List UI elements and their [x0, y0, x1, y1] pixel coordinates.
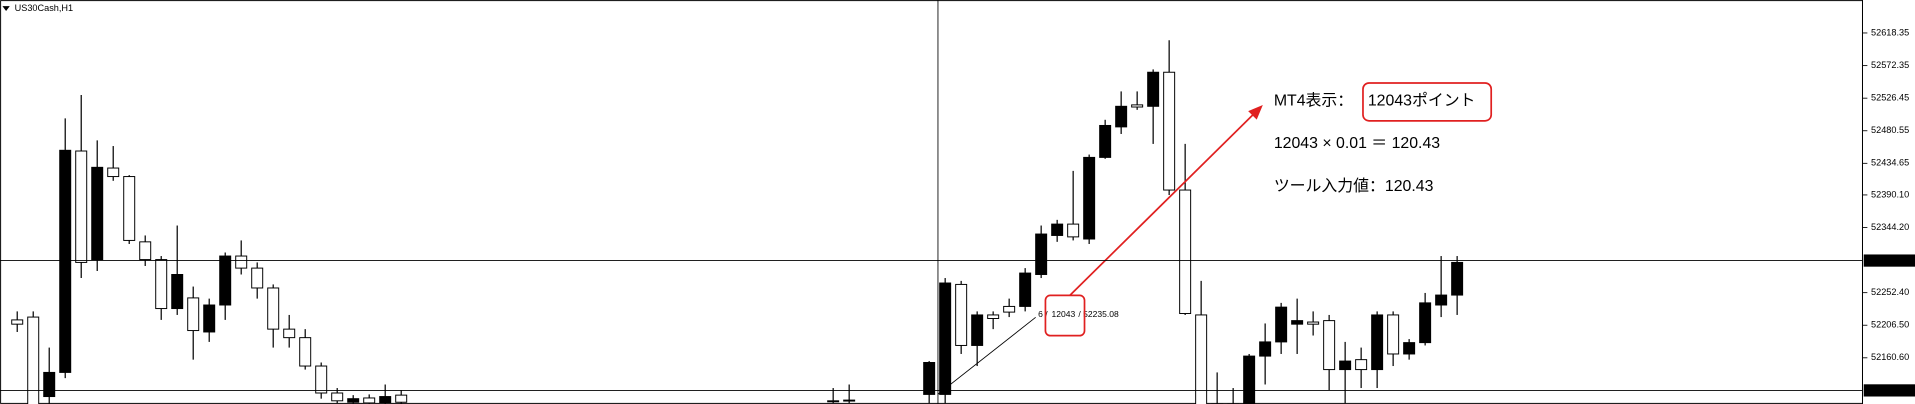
candle-body [251, 267, 264, 289]
candle-body [843, 399, 856, 402]
callout-text: ツール入力値：120.43 [1274, 177, 1434, 195]
candle-body [939, 282, 952, 395]
candle-body [1323, 320, 1336, 371]
candle-body [107, 167, 120, 178]
candle-body [1035, 233, 1048, 275]
candle-body [1259, 341, 1272, 357]
candle-body [1067, 223, 1080, 238]
chart-title: US30Cash,H1 [15, 3, 73, 13]
measure-label: 12043 [1052, 309, 1076, 319]
arrow-line [1069, 111, 1257, 296]
callout-text: 12043ポイント [1368, 91, 1476, 109]
y-tick-label: 52434.65 [1871, 158, 1909, 168]
callout-text: MT4表示： [1274, 91, 1353, 109]
candle-body [315, 365, 328, 394]
candle-body [299, 337, 312, 367]
plot-frame [0, 0, 1863, 404]
candle-body [1019, 272, 1032, 307]
candle-body [1083, 156, 1096, 240]
candle-body [1387, 314, 1400, 355]
candle-body [1243, 355, 1256, 404]
candle-body [1115, 105, 1128, 128]
price-label-box [1863, 384, 1915, 397]
candle-body [219, 255, 232, 306]
candle-body [75, 150, 88, 263]
candle-body [1195, 314, 1208, 404]
price-label-box [1863, 254, 1915, 267]
candle-body [203, 304, 216, 333]
candle-body [1435, 294, 1448, 306]
price-label: 52297.62 [1867, 255, 1905, 265]
candle-body [1163, 71, 1176, 191]
candle-body [123, 176, 136, 241]
y-tick-label: 52480.55 [1871, 125, 1909, 135]
candle-body [187, 297, 200, 332]
measure-label: / 52235.08 [1078, 309, 1119, 319]
arrow-head [1248, 104, 1263, 120]
candle-body [1419, 302, 1432, 344]
candle-body [283, 328, 296, 339]
candle-body [1131, 104, 1144, 108]
callout-text: 12043 × 0.01 ＝ 120.43 [1274, 135, 1440, 152]
menu-arrow [2, 6, 10, 11]
candles [11, 40, 1464, 404]
candle-body [379, 396, 392, 404]
candle-body [1307, 321, 1320, 325]
y-tick-label: 52526.45 [1871, 93, 1909, 103]
candle-body [347, 398, 360, 403]
candle-body [1339, 360, 1352, 371]
candle-body [923, 361, 936, 395]
candle-body [267, 287, 280, 330]
candle-body [59, 149, 72, 373]
y-tick-label: 52390.10 [1871, 189, 1909, 199]
candle-body [363, 397, 376, 404]
candle-body [1371, 314, 1384, 371]
y-tick-label: 52344.20 [1871, 222, 1909, 232]
candle-body [395, 394, 408, 403]
candle-body [987, 314, 1000, 319]
y-tick-label: 52160.60 [1871, 352, 1909, 362]
y-tick-label: 52206.50 [1871, 320, 1909, 330]
candle-body [1099, 124, 1112, 158]
candle-body [971, 314, 984, 346]
candle-body [827, 400, 840, 403]
candle-body [1003, 305, 1016, 313]
candle-body [1355, 359, 1368, 371]
candle-body [1051, 223, 1064, 236]
candle-body [1147, 71, 1160, 107]
candle-body [155, 259, 168, 310]
measure-label: 6 / [1038, 309, 1048, 319]
candle-body [955, 283, 968, 346]
candle-body [43, 371, 56, 398]
candle-body [171, 274, 184, 310]
candle-body [1275, 306, 1288, 343]
candle-body [235, 255, 248, 269]
candle-body [11, 319, 24, 325]
highlight-box [1044, 294, 1086, 337]
candle-body [91, 166, 104, 261]
y-tick-label: 52572.35 [1871, 60, 1909, 70]
candle-body [139, 241, 152, 261]
candle-body [1403, 342, 1416, 355]
price-label: 52114.65 [1867, 385, 1904, 395]
measure-line [937, 317, 1036, 395]
candle-body [1179, 189, 1192, 315]
highlight-box [1362, 82, 1493, 122]
y-tick-label: 52618.35 [1871, 27, 1909, 37]
candle-body [27, 316, 40, 404]
y-tick-label: 52252.40 [1871, 287, 1909, 297]
candle-body [331, 392, 344, 402]
candle-body [1291, 320, 1304, 325]
candle-body [1451, 261, 1464, 296]
